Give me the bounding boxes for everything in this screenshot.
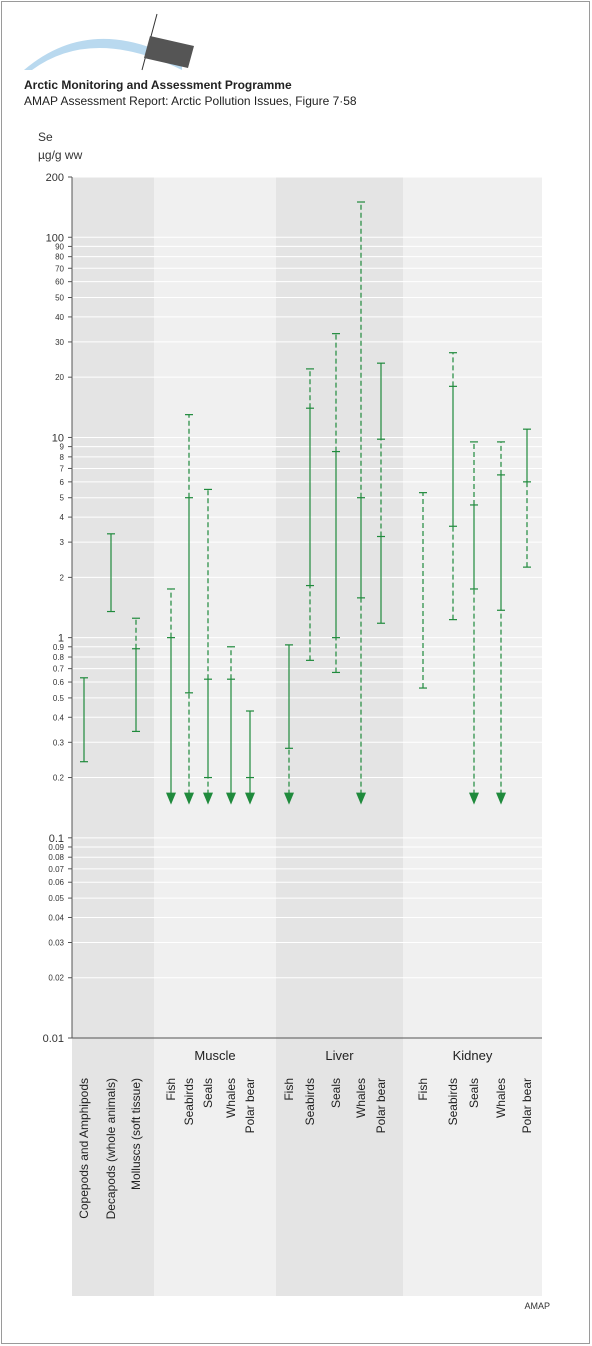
category-label: Seals: [201, 1078, 215, 1108]
down-arrow-marker: [469, 792, 479, 805]
y-tick-label: 0.3: [53, 738, 65, 747]
y-tick-label: 20: [55, 373, 64, 382]
down-arrow-marker: [184, 792, 194, 805]
category-label: Whales: [224, 1078, 238, 1118]
y-tick-label: 70: [55, 264, 64, 273]
y-tick-label: 0.8: [53, 653, 65, 662]
y-tick-label: 0.07: [48, 865, 64, 874]
amap-credit: AMAP: [524, 1301, 550, 1311]
amap-logo: [24, 13, 194, 71]
y-tick-label: 10: [52, 432, 64, 444]
down-arrow-marker: [245, 792, 255, 805]
y-tick-label: 0.7: [53, 665, 65, 674]
y-tick-label: 1: [58, 633, 64, 645]
down-arrow-marker: [226, 792, 236, 805]
down-arrow-marker: [166, 792, 176, 805]
y-tick-label: 0.4: [53, 713, 65, 722]
down-arrow-marker: [496, 792, 506, 805]
y-tick-label: 8: [60, 453, 65, 462]
y-tick-label: 80: [55, 253, 64, 262]
category-label: Fish: [164, 1078, 178, 1101]
y-tick-label: 2: [60, 573, 65, 582]
y-tick-label: 0.04: [48, 913, 64, 922]
y-tick-label: 4: [60, 513, 65, 522]
y-tick-label: 0.09: [48, 843, 64, 852]
group-band: [154, 177, 276, 1296]
category-label: Copepods and Amphipods: [77, 1078, 91, 1219]
group-label: Liver: [325, 1048, 354, 1063]
category-label: Polar bear: [374, 1078, 388, 1133]
y-tick-label: 40: [55, 313, 64, 322]
y-tick-label: 200: [46, 172, 64, 184]
down-arrow-marker: [356, 792, 366, 805]
group-label: Muscle: [194, 1048, 235, 1063]
category-label: Seals: [329, 1078, 343, 1108]
y-tick-label: 5: [60, 494, 65, 503]
category-label: Seals: [467, 1078, 481, 1108]
y-tick-label: 0.05: [48, 894, 64, 903]
down-arrow-marker: [203, 792, 213, 805]
down-arrow-marker: [284, 792, 294, 805]
y-tick-label: 0.6: [53, 678, 65, 687]
y-tick-label: 6: [60, 478, 65, 487]
y-tick-label: 0.9: [53, 643, 65, 652]
y-tick-label: 7: [60, 464, 65, 473]
y-tick-label: 60: [55, 278, 64, 287]
group-band: [403, 177, 542, 1296]
y-tick-label: 0.1: [49, 833, 64, 845]
y-tick-label: 30: [55, 338, 64, 347]
group-band: [72, 177, 154, 1296]
y-tick-label: 0.2: [53, 774, 65, 783]
y-tick-label: 90: [55, 242, 64, 251]
y-tick-label: 0.5: [53, 694, 65, 703]
category-label: Seabirds: [182, 1078, 196, 1125]
category-label: Whales: [354, 1078, 368, 1118]
y-tick-label: 0.08: [48, 853, 64, 862]
category-label: Seabirds: [446, 1078, 460, 1125]
y-tick-label: 0.03: [48, 938, 64, 947]
category-label: Polar bear: [520, 1078, 534, 1133]
y-tick-label: 3: [60, 538, 65, 547]
category-label: Polar bear: [243, 1078, 257, 1133]
category-label: Fish: [416, 1078, 430, 1101]
y-tick-label: 100: [46, 232, 64, 244]
category-label: Decapods (whole animals): [104, 1078, 118, 1219]
category-label: Fish: [282, 1078, 296, 1101]
y-tick-label: 9: [60, 443, 65, 452]
y-axis-label-element: Se: [38, 130, 53, 144]
category-label: Whales: [494, 1078, 508, 1118]
chart-title: Arctic Monitoring and Assessment Program…: [24, 78, 292, 92]
chart-subtitle: AMAP Assessment Report: Arctic Pollution…: [24, 94, 357, 108]
category-label: Molluscs (soft tissue): [129, 1078, 143, 1190]
category-label: Seabirds: [303, 1078, 317, 1125]
y-tick-label: 0.01: [43, 1033, 64, 1045]
y-tick-label: 0.02: [48, 974, 64, 983]
y-axis-label-unit: µg/g ww: [38, 148, 83, 162]
y-tick-label: 50: [55, 294, 64, 303]
y-tick-label: 0.06: [48, 878, 64, 887]
group-label: Kidney: [453, 1048, 493, 1063]
